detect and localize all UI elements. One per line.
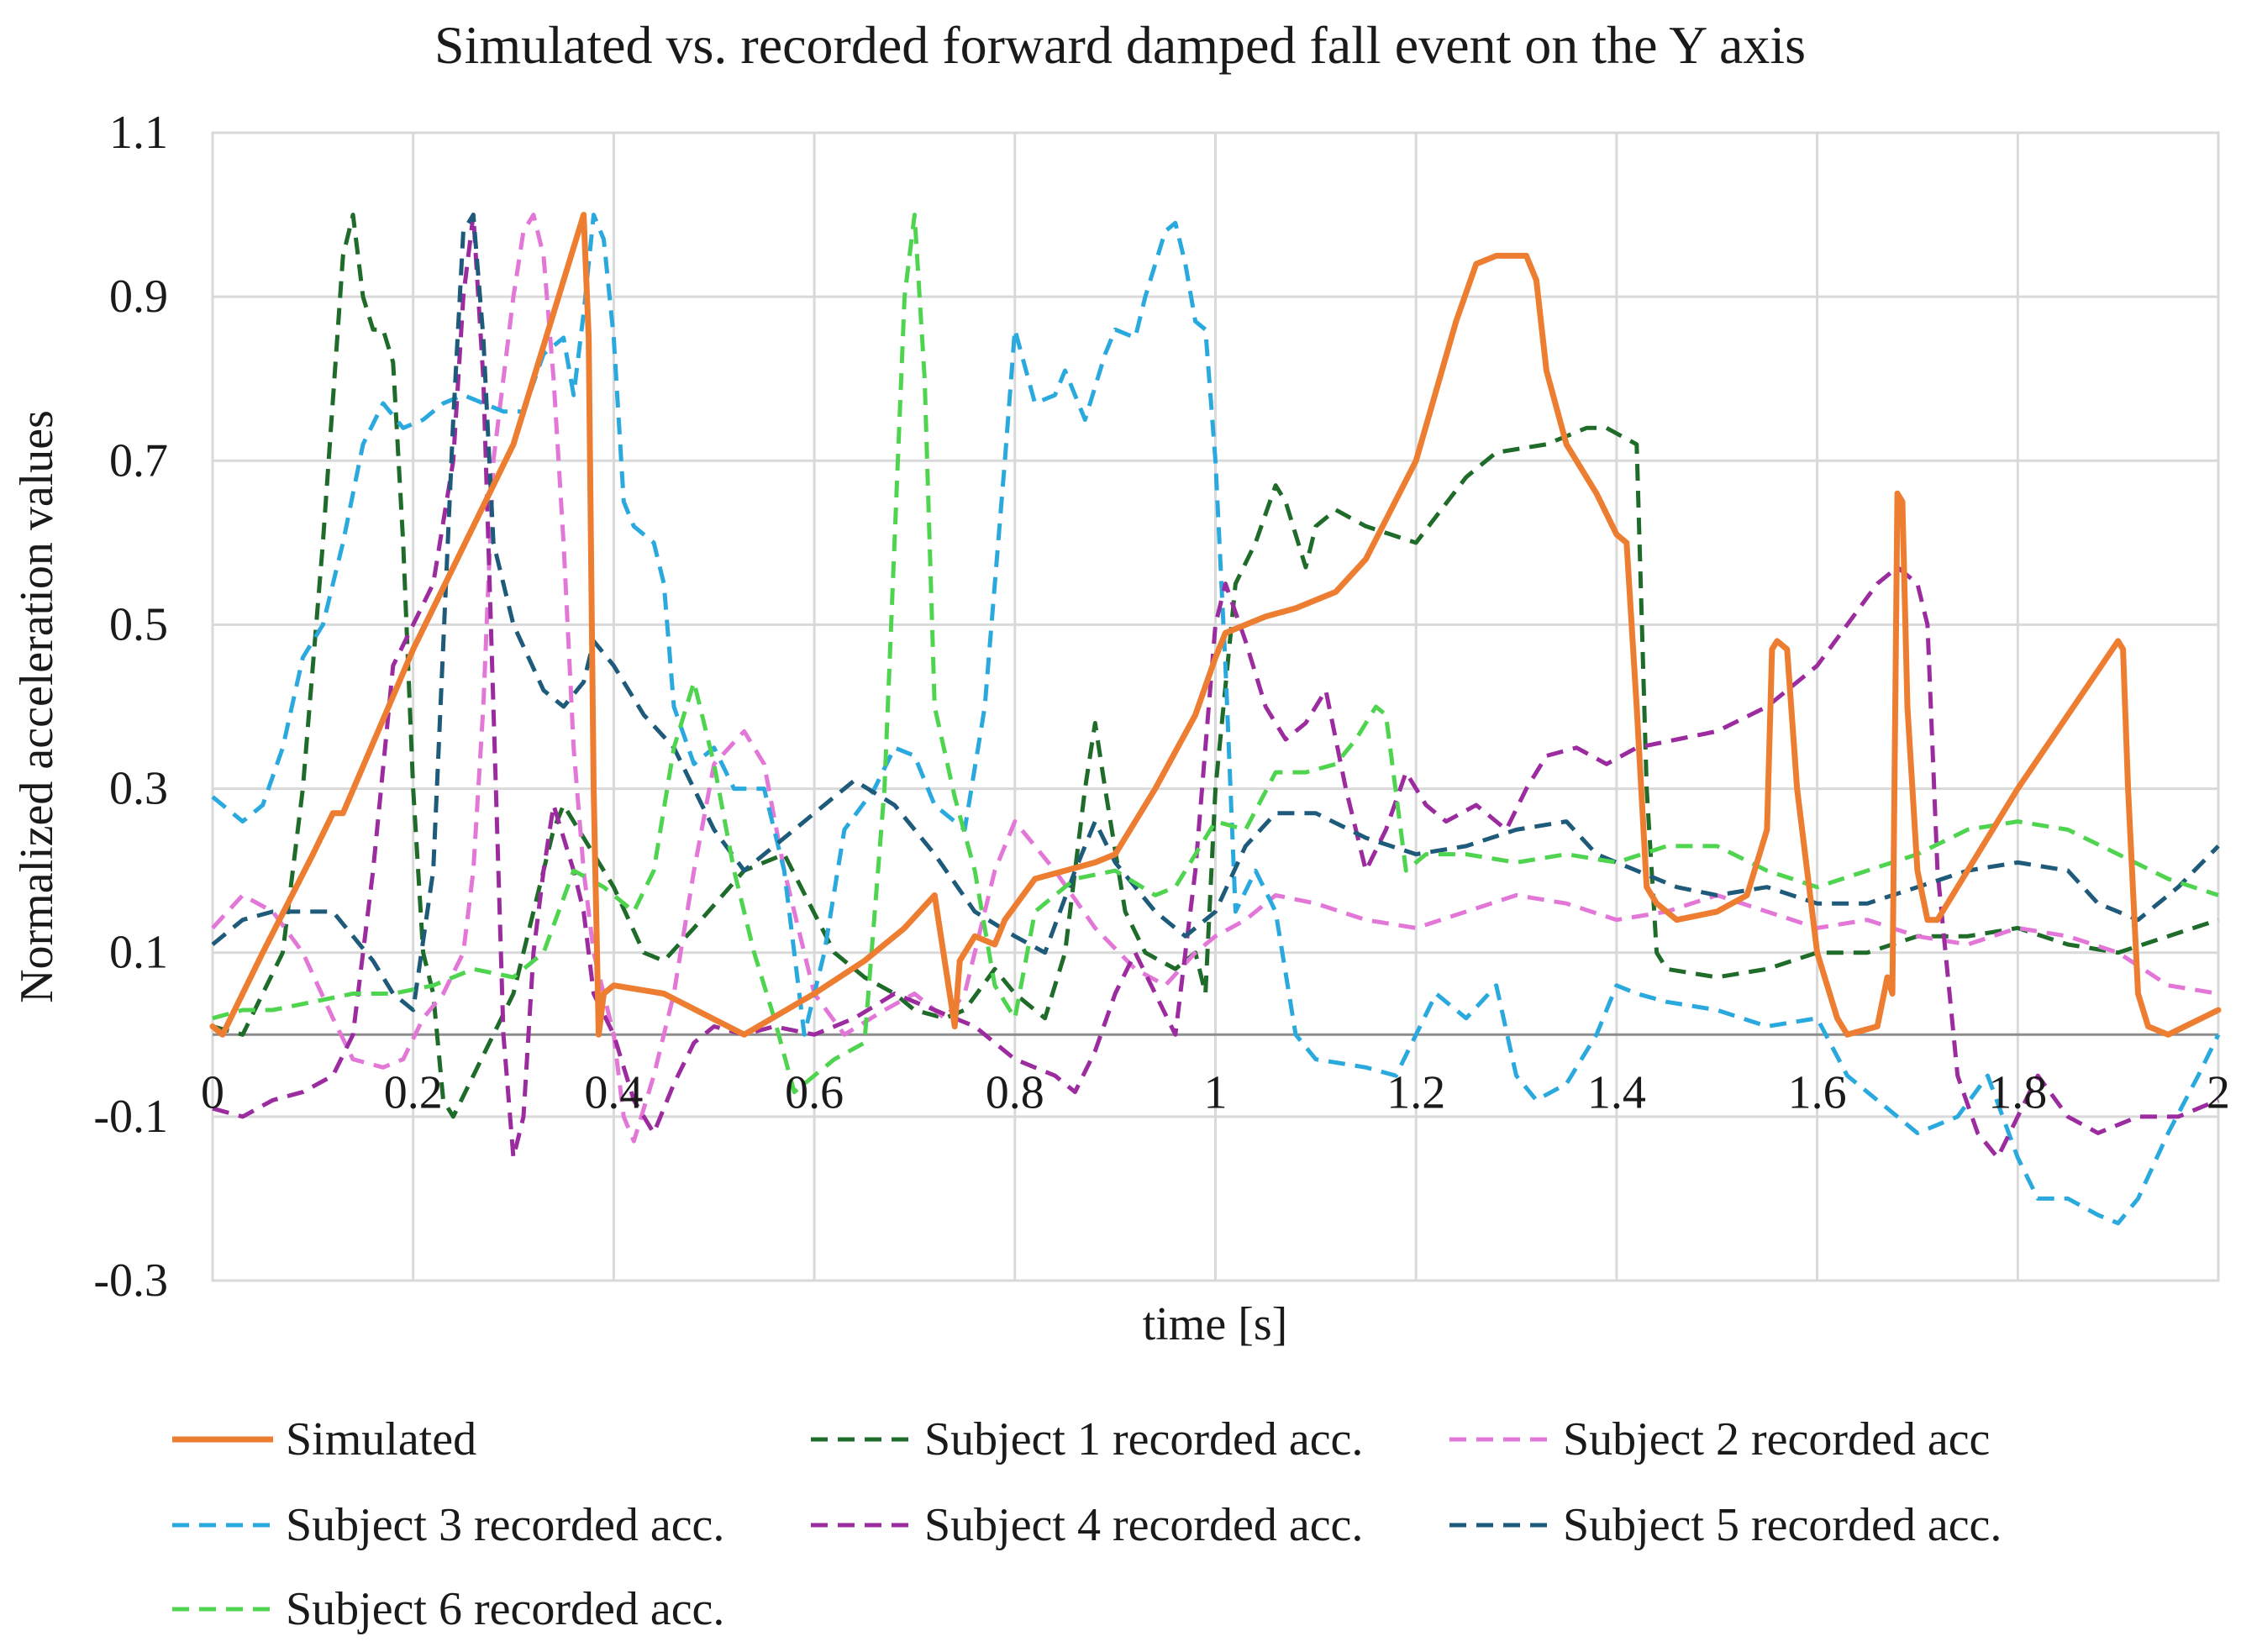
y-tick-label: 1.1 (109, 107, 168, 159)
y-tick-labels: 1.1 0.9 0.7 0.5 0.3 0.1 -0.1 -0.3 (93, 107, 168, 1307)
series-line-subject-5 (211, 213, 2220, 1013)
x-tick-label: 1.8 (1988, 1066, 2047, 1118)
legend-label: Subject 2 recorded acc (1563, 1413, 1990, 1465)
legend-label: Subject 3 recorded acc. (286, 1499, 724, 1551)
series-line-subject-6 (212, 213, 2219, 1095)
series-line-simulated (209, 212, 2222, 1038)
y-tick-label: 0.3 (109, 763, 168, 815)
x-tick-label: 1 (1204, 1066, 1228, 1118)
x-tick-label: 0 (201, 1066, 224, 1118)
y-tick-label: 0.1 (109, 927, 168, 979)
legend-label: Simulated (286, 1413, 476, 1465)
y-tick-label: 0.5 (109, 598, 168, 650)
legend-item: Simulated (172, 1413, 476, 1465)
y-tick-label: 0.7 (109, 434, 168, 487)
legend-item: Subject 3 recorded acc. (172, 1499, 724, 1551)
chart-title: Simulated vs. recorded forward damped fa… (434, 15, 1806, 75)
plot-area (211, 131, 2220, 1282)
y-tick-label: -0.3 (93, 1255, 168, 1307)
legend-item: Subject 6 recorded acc. (172, 1583, 724, 1635)
legend-label: Subject 4 recorded acc. (924, 1499, 1363, 1551)
legend-label: Subject 6 recorded acc. (286, 1583, 724, 1635)
series-line-subject-2 (211, 213, 2219, 1144)
y-tick-label: 0.9 (109, 271, 168, 323)
x-tick-label: 1.4 (1587, 1066, 1646, 1118)
legend-item: Subject 1 recorded acc. (811, 1413, 1363, 1465)
x-tick-label: 0.8 (986, 1066, 1044, 1118)
legend-item: Subject 4 recorded acc. (811, 1499, 1363, 1551)
y-axis-label: Normalized acceleration values (11, 410, 63, 1003)
legend-label: Subject 1 recorded acc. (924, 1413, 1363, 1465)
series-line-subject-1 (212, 213, 2219, 1119)
legend-item: Subject 2 recorded acc (1449, 1413, 1990, 1465)
x-axis-label: time [s] (1143, 1298, 1288, 1350)
x-tick-label: 0.6 (785, 1066, 844, 1118)
x-tick-label: 2 (2207, 1066, 2230, 1118)
x-tick-labels: 0 0.2 0.4 0.6 0.8 1 1.2 1.4 1.6 1.8 2 (201, 1066, 2230, 1118)
legend-item: Subject 5 recorded acc. (1449, 1499, 2002, 1551)
legend-label: Subject 5 recorded acc. (1563, 1499, 2002, 1551)
x-tick-label: 0.2 (384, 1066, 443, 1118)
x-tick-label: 1.2 (1386, 1066, 1445, 1118)
legend: Simulated Subject 1 recorded acc. Subject … (172, 1413, 2002, 1635)
series-lines (209, 212, 2222, 1226)
x-tick-label: 1.6 (1788, 1066, 1847, 1118)
x-tick-label: 0.4 (584, 1066, 643, 1118)
y-tick-label: -0.1 (93, 1091, 168, 1143)
